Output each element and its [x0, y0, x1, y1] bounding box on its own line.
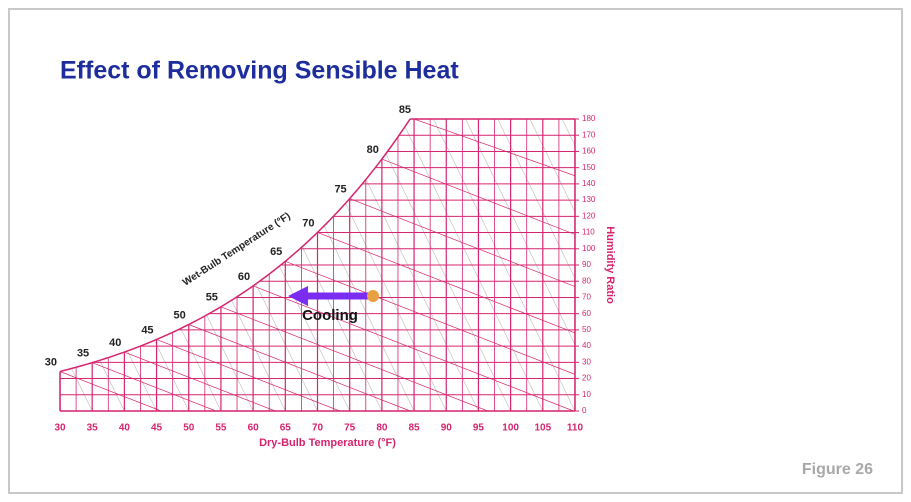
wet-bulb-line — [220, 306, 488, 411]
wet-bulb-line — [349, 198, 575, 287]
x-tick-label: 60 — [248, 423, 260, 434]
arrow-head — [288, 286, 308, 306]
x-tick-label: 35 — [87, 423, 99, 434]
wet-bulb-label: 55 — [206, 292, 218, 304]
wet-bulb-label: 45 — [141, 324, 153, 336]
wet-bulb-label: 35 — [77, 348, 89, 360]
y2-tick-label: 10 — [582, 390, 591, 399]
x-tick-label: 70 — [312, 423, 324, 434]
wet-bulb-line — [124, 351, 276, 411]
saturation-curve — [59, 118, 411, 373]
y2-tick-label: 20 — [582, 374, 591, 383]
wet-bulb-label: 80 — [367, 144, 379, 156]
cooling-arrow — [288, 286, 379, 306]
wet-bulb-label: 30 — [45, 356, 57, 368]
x-tick-label: 65 — [280, 423, 292, 434]
y2-tick-label: 100 — [582, 244, 596, 253]
y2-tick-label: 70 — [582, 293, 591, 302]
wet-bulb-line — [285, 260, 575, 375]
y2-tick-label: 60 — [582, 309, 591, 318]
wet-bulb-line — [92, 362, 217, 411]
wet-bulb-label: 85 — [399, 104, 411, 116]
y2-tick-label: 0 — [582, 406, 587, 415]
wet-bulb-label: 75 — [334, 183, 346, 195]
x-tick-label: 40 — [119, 423, 131, 434]
wet-bulb-label: 40 — [109, 337, 121, 349]
wet-bulb-line — [188, 324, 411, 411]
wet-bulb-label: 60 — [238, 271, 250, 283]
y2-tick-label: 180 — [582, 114, 596, 123]
y2-axis-label: Humidity Ratio — [604, 226, 616, 304]
x-tick-label: 50 — [183, 423, 195, 434]
x-axis-label: Dry-Bulb Temperature (°F) — [259, 437, 396, 449]
x-tick-label: 80 — [376, 423, 388, 434]
wet-bulb-line — [60, 371, 162, 411]
y2-tick-label: 120 — [582, 211, 596, 220]
wet-bulb-label: 50 — [174, 309, 186, 321]
wet-bulb-line — [317, 232, 575, 334]
y2-tick-label: 140 — [582, 179, 596, 188]
y2-tick-label: 30 — [582, 357, 591, 366]
y2-tick-label: 90 — [582, 260, 591, 269]
x-tick-label: 85 — [409, 423, 421, 434]
y2-tick-label: 160 — [582, 147, 596, 156]
y2-tick-label: 110 — [582, 228, 595, 237]
slide-frame — [8, 8, 903, 494]
y2-tick-label: 150 — [582, 163, 596, 172]
x-tick-label: 75 — [344, 423, 356, 434]
wet-bulb-line — [156, 339, 340, 411]
x-tick-label: 100 — [502, 423, 519, 434]
wet-bulb-line — [381, 158, 575, 235]
wet-bulb-line — [252, 285, 574, 411]
y2-tick-label: 50 — [582, 325, 591, 334]
figure-label: Figure 26 — [802, 461, 873, 478]
y2-tick-label: 170 — [582, 130, 596, 139]
y2-tick-label: 130 — [582, 195, 596, 204]
x-tick-label: 95 — [473, 423, 485, 434]
x-tick-label: 55 — [215, 423, 227, 434]
x-tick-label: 90 — [441, 423, 453, 434]
x-tick-label: 110 — [567, 423, 584, 434]
y2-tick-label: 40 — [582, 341, 591, 350]
wet-bulb-label: 65 — [270, 246, 282, 258]
state-point — [367, 290, 379, 302]
x-tick-label: 30 — [54, 423, 66, 434]
wet-bulb-label: 70 — [302, 217, 314, 229]
y2-tick-label: 80 — [582, 276, 591, 285]
x-tick-label: 105 — [534, 423, 551, 434]
x-tick-label: 45 — [151, 423, 163, 434]
cooling-label: Cooling — [302, 307, 358, 324]
wet-bulb-line — [413, 119, 575, 177]
slide-title: Effect of Removing Sensible Heat — [60, 57, 459, 85]
